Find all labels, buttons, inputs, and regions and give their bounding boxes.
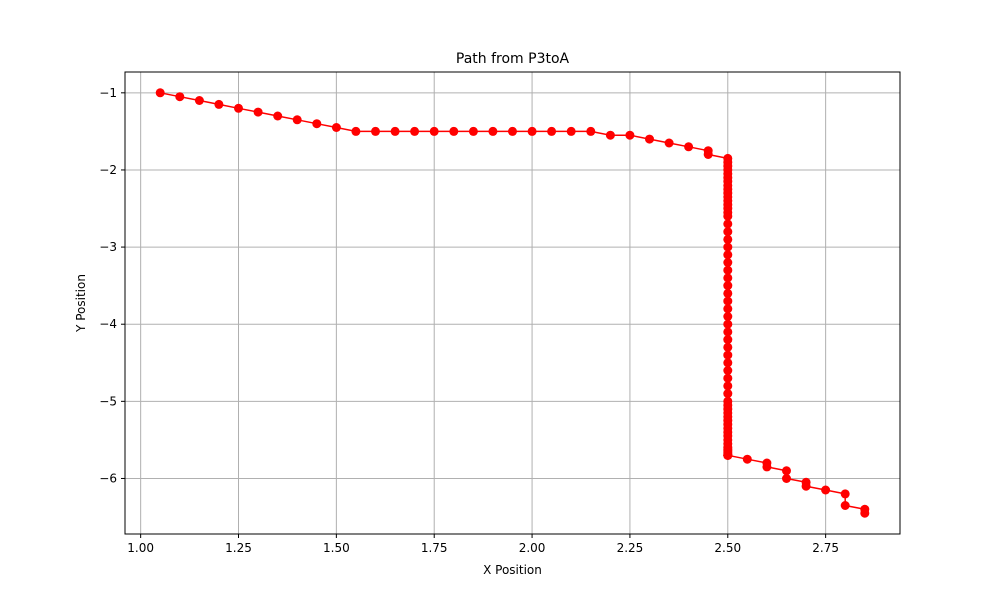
data-point [175,92,185,102]
data-point [821,485,831,495]
plot-area [125,72,900,534]
data-point [234,103,243,113]
chart-title: Path from P3toA [456,51,570,67]
data-point [703,150,713,159]
data-point [390,126,400,136]
data-point [723,450,733,460]
x-tick-label: 1.00 [127,541,154,555]
data-point [410,126,420,136]
data-point [586,126,596,136]
data-point [468,126,478,136]
plot-frame [124,71,901,535]
data-point [723,211,733,221]
data-point [508,126,517,136]
x-tick-label: 1.75 [421,541,448,555]
x-tick-label: 1.50 [323,541,350,555]
y-tick-label: −5 [99,394,117,408]
data-point [762,462,772,472]
data-point [723,273,733,283]
data-point [723,350,733,360]
data-point [723,358,733,368]
data-point [723,389,733,399]
data-point [723,327,733,337]
data-point [801,481,811,491]
data-point [194,96,204,105]
data-point [723,242,733,252]
data-point [292,115,302,125]
data-point [723,258,733,267]
y-tick-label: −3 [99,240,117,254]
data-point [782,466,791,476]
data-point [547,126,557,136]
data-point [684,142,694,152]
data-point [566,126,576,136]
data-point [723,296,733,306]
y-tick-label: −2 [99,163,117,177]
data-point [723,373,733,383]
data-point [723,342,733,352]
x-tick-label: 2.50 [714,541,741,555]
data-point [664,138,674,148]
y-tick-label: −4 [99,317,117,331]
data-point [840,501,850,510]
data-point [723,381,733,391]
data-point [625,130,635,140]
x-tick-label: 2.00 [519,541,546,555]
axis-ticks: 1.00 1.25 1.50 1.75 2.00 2.25 2.50 2.75 −1 −2 −3 −4… [99,86,839,555]
y-tick-label: −6 [99,471,117,485]
data-point [860,508,870,518]
data-point [155,88,165,98]
data-point [312,119,322,129]
x-tick-label: 2.25 [617,541,644,555]
data-point [723,288,733,298]
data-point [723,219,733,229]
data-point [449,126,459,136]
data-point [371,126,380,136]
data-point [429,126,439,136]
y-axis-label: Y Position [74,274,88,333]
data-point [782,474,791,483]
data-point [253,107,263,117]
data-point [273,111,283,121]
data-point [723,366,733,375]
x-axis-label: X Position [483,563,542,577]
data-point [723,304,733,314]
data-point [723,281,733,291]
data-point [527,126,537,136]
y-tick-label: −1 [99,86,117,100]
data-point [742,454,752,464]
data-series [155,88,870,518]
data-point [488,126,498,136]
x-tick-label: 1.25 [225,541,252,555]
data-point [840,489,850,499]
data-point [331,123,341,132]
data-point [723,265,733,275]
data-point [351,126,361,136]
data-point [723,312,733,321]
data-point [605,130,615,140]
data-point [723,335,733,345]
x-tick-label: 2.75 [812,541,839,555]
data-point [723,227,733,237]
data-point [214,99,224,109]
data-point [645,134,654,144]
data-point [723,234,733,244]
data-point [723,319,733,329]
data-point [723,250,733,260]
grid [125,72,900,534]
